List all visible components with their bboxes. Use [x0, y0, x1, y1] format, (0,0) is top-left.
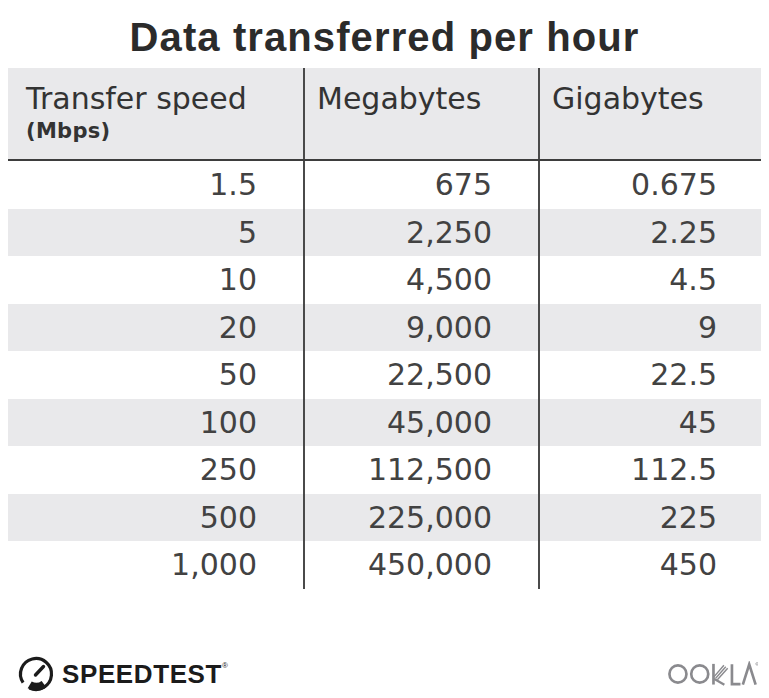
cell-megabytes: 675: [303, 161, 538, 209]
table-row: 209,0009: [8, 304, 761, 352]
table-row: 52,2502.25: [8, 209, 761, 257]
data-table: Transfer speed (Mbps) Megabytes Gigabyte…: [8, 68, 761, 589]
cell-speed: 10: [8, 256, 303, 304]
cell-gigabytes: 450: [538, 541, 761, 589]
table-row: 1,000450,000450: [8, 541, 761, 589]
cell-megabytes: 112,500: [303, 446, 538, 494]
cell-megabytes: 4,500: [303, 256, 538, 304]
cell-gigabytes: 22.5: [538, 351, 761, 399]
cell-speed: 1.5: [8, 161, 303, 209]
table-row: 10045,00045: [8, 399, 761, 447]
cell-speed: 5: [8, 209, 303, 257]
table-row: 1.56750.675: [8, 161, 761, 209]
ookla-wordmark-icon: [668, 661, 758, 686]
cell-speed: 500: [8, 494, 303, 542]
table-header-row: Transfer speed (Mbps) Megabytes Gigabyte…: [8, 68, 761, 161]
cell-megabytes: 9,000: [303, 304, 538, 352]
cell-gigabytes: 45: [538, 399, 761, 447]
cell-megabytes: 45,000: [303, 399, 538, 447]
registered-mark: ®: [222, 661, 228, 670]
cell-speed: 1,000: [8, 541, 303, 589]
header-megabytes: Megabytes: [303, 68, 538, 159]
cell-gigabytes: 4.5: [538, 256, 761, 304]
table-row: 500225,000225: [8, 494, 761, 542]
table-row: 250112,500112.5: [8, 446, 761, 494]
ookla-logo: [668, 661, 758, 690]
speedtest-gauge-icon: [16, 654, 56, 694]
table-body: 1.56750.67552,2502.25104,5004.5209,00095…: [8, 161, 761, 589]
table-row: 5022,50022.5: [8, 351, 761, 399]
cell-megabytes: 2,250: [303, 209, 538, 257]
cell-megabytes: 450,000: [303, 541, 538, 589]
cell-megabytes: 22,500: [303, 351, 538, 399]
cell-gigabytes: 225: [538, 494, 761, 542]
table-row: 104,5004.5: [8, 256, 761, 304]
header-transfer-speed: Transfer speed (Mbps): [8, 68, 303, 159]
speedtest-wordmark: SPEEDTEST®: [62, 659, 228, 690]
cell-speed: 250: [8, 446, 303, 494]
cell-speed: 50: [8, 351, 303, 399]
cell-gigabytes: 0.675: [538, 161, 761, 209]
speedtest-logo: SPEEDTEST®: [16, 654, 228, 694]
cell-gigabytes: 112.5: [538, 446, 761, 494]
cell-gigabytes: 9: [538, 304, 761, 352]
cell-speed: 20: [8, 304, 303, 352]
cell-speed: 100: [8, 399, 303, 447]
header-gigabytes: Gigabytes: [538, 68, 761, 159]
page-title: Data transferred per hour: [0, 15, 769, 60]
cell-megabytes: 225,000: [303, 494, 538, 542]
cell-gigabytes: 2.25: [538, 209, 761, 257]
